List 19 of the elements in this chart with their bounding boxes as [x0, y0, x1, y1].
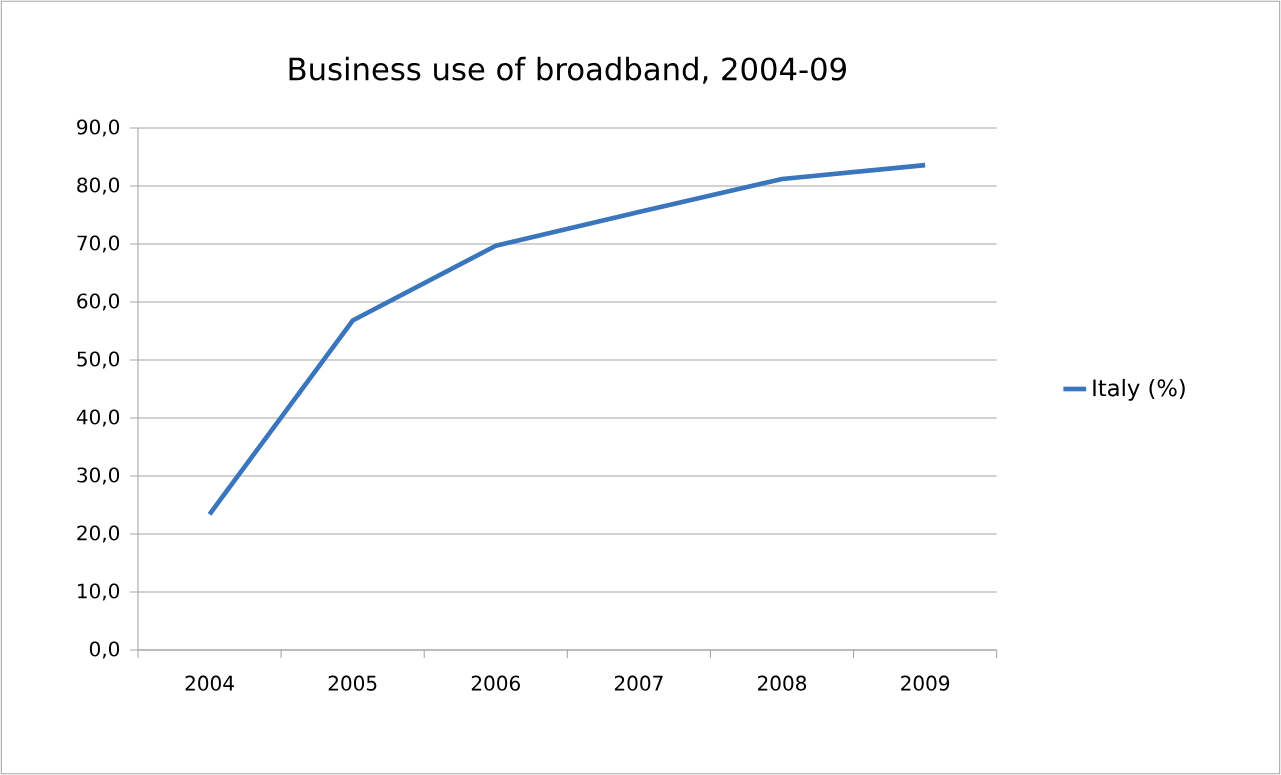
- y-tick-label: 0,0: [89, 641, 120, 659]
- legend-label: Italy (%): [1093, 378, 1185, 401]
- y-tick-label: 10,0: [78, 583, 120, 601]
- y-tick-label: 50,0: [77, 351, 120, 369]
- x-tick-label: 2009: [901, 675, 950, 691]
- x-tick-label: 2005: [328, 675, 377, 691]
- y-tick-label: 60,0: [77, 293, 120, 311]
- y-tick-label: 30,0: [77, 467, 120, 485]
- y-tick-label: 90,0: [77, 119, 120, 137]
- chart-title: Business use of broadband, 2004-09: [289, 56, 846, 84]
- line-series: [207, 162, 928, 517]
- x-tick-label: 2008: [758, 675, 807, 691]
- y-tick-label: 40,0: [76, 409, 120, 427]
- x-tick-label: 2006: [471, 675, 520, 691]
- x-tick-label: 2007: [614, 675, 663, 691]
- y-tick-label: 20,0: [77, 525, 120, 543]
- y-tick-label: 80,0: [77, 177, 120, 195]
- y-tick-label: 70,0: [77, 235, 120, 253]
- x-tick-label: 2004: [185, 675, 234, 691]
